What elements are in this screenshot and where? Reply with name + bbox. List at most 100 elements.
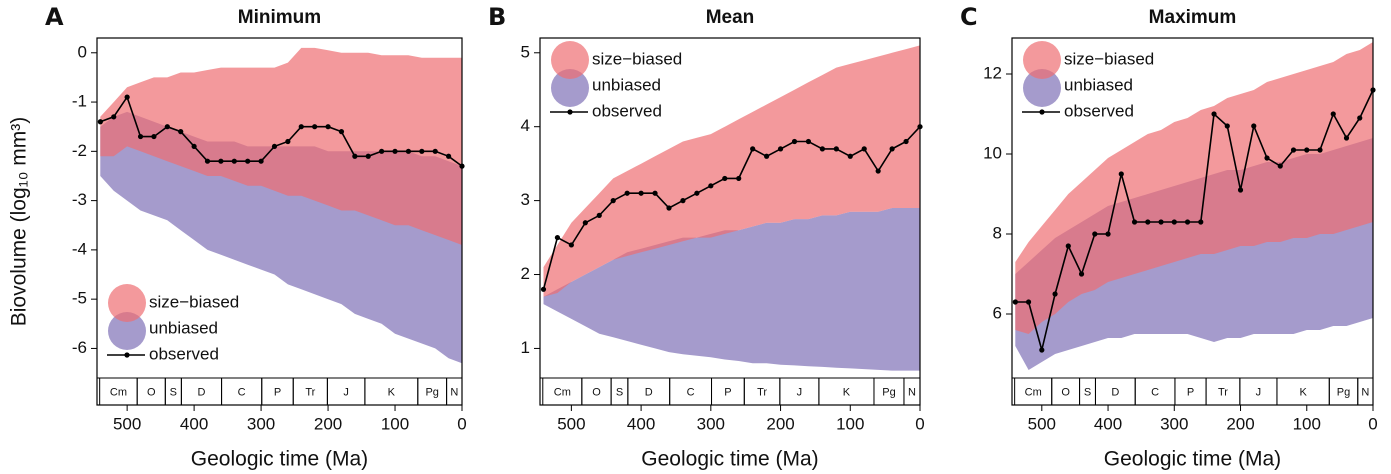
observed-point — [419, 148, 425, 154]
x-tick-label: 400 — [180, 414, 208, 433]
observed-point — [178, 129, 184, 135]
y-tick-label: 10 — [983, 143, 1002, 162]
observed-point — [1039, 347, 1045, 353]
x-tick-label: 500 — [1028, 414, 1056, 433]
observed-point — [554, 234, 561, 241]
observed-point — [875, 168, 881, 174]
observed-point — [638, 190, 644, 196]
observed-point — [258, 158, 264, 164]
x-tick-label: 100 — [381, 414, 409, 433]
y-tick-label: 2 — [521, 264, 530, 283]
observed-point — [694, 190, 700, 196]
period-label: D — [1111, 386, 1119, 398]
period-label: C — [238, 386, 246, 398]
observed-point — [1078, 271, 1085, 277]
observed-point — [218, 158, 224, 164]
observed-point — [1277, 163, 1283, 169]
observed-point — [191, 143, 197, 150]
observed-point — [540, 286, 547, 292]
observed-point — [124, 94, 130, 100]
x-tick-label: 200 — [314, 414, 342, 433]
x-tick-label: 500 — [113, 414, 141, 433]
observed-point — [231, 158, 237, 164]
observed-point — [392, 148, 398, 154]
legend-label: size−biased — [592, 49, 682, 68]
period-label: O — [1061, 386, 1070, 398]
y-tick-label: -5 — [72, 289, 87, 308]
legend-label: observed — [592, 101, 662, 120]
period-label: Tr — [757, 386, 767, 398]
period-label: D — [198, 386, 206, 398]
x-tick-label: 200 — [1226, 414, 1254, 433]
observed-point — [805, 138, 812, 145]
observed-point — [1211, 111, 1217, 117]
x-axis-label: Geologic time (Ma) — [641, 448, 818, 471]
observed-point — [111, 114, 117, 120]
observed-point — [1118, 171, 1124, 177]
period-label: C — [1151, 386, 1159, 398]
observed-point — [379, 148, 385, 154]
observed-point — [1264, 155, 1270, 161]
x-tick-label: 200 — [766, 414, 794, 433]
observed-point — [1131, 219, 1138, 225]
x-tick-label: 300 — [247, 414, 275, 433]
y-tick-label: -4 — [72, 239, 87, 258]
legend-label: size−biased — [1064, 49, 1154, 68]
period-label: J — [1256, 386, 1262, 398]
period-label: Cm — [1025, 386, 1042, 398]
period-label: S — [170, 386, 177, 398]
x-axis-label: Geologic time (Ma) — [191, 448, 368, 471]
legend-label: observed — [1064, 101, 1134, 120]
period-label: Cm — [110, 386, 127, 398]
observed-line — [1015, 89, 1374, 351]
observed-point — [271, 143, 278, 150]
legend-label: size−biased — [149, 292, 239, 311]
observed-point — [1145, 219, 1151, 225]
y-tick-label: 3 — [521, 190, 530, 209]
observed-line — [542, 126, 921, 290]
legend-label: observed — [149, 344, 219, 363]
observed-point — [764, 153, 770, 159]
observed-point — [861, 146, 867, 152]
period-label: C — [687, 386, 695, 398]
observed-point — [708, 183, 714, 189]
observed-point — [819, 146, 825, 152]
time-strip — [96, 377, 463, 406]
legend-dot — [1039, 109, 1045, 115]
observed-point — [446, 153, 452, 159]
observed-point — [298, 124, 304, 130]
observed-point — [1012, 299, 1018, 305]
observed-point — [137, 133, 144, 140]
observed-point — [432, 148, 438, 154]
observed-point — [204, 158, 211, 164]
observed-point — [847, 153, 853, 159]
period-label: J — [343, 386, 349, 398]
x-tick-label: 300 — [1160, 414, 1188, 433]
period-label: P — [1187, 386, 1194, 398]
observed-point — [1290, 147, 1297, 153]
observed-point — [1251, 123, 1257, 129]
x-tick-label: 0 — [457, 414, 466, 433]
legend-swatch — [108, 312, 146, 350]
x-axis-label: Geologic time (Ma) — [1104, 448, 1281, 471]
legend-label: unbiased — [592, 75, 661, 94]
panel: Cm O S D C P Tr J K Pg N 6 8 10 12 500 400 300 200 100 0 Geol… — [960, 3, 1378, 471]
band-area — [1015, 42, 1373, 334]
observed-point — [1198, 219, 1204, 225]
observed-point — [1158, 219, 1164, 225]
observed-point — [791, 138, 798, 145]
x-tick-label: 400 — [627, 414, 655, 433]
observed-point — [352, 153, 358, 159]
observed-point — [405, 148, 412, 154]
observed-point — [736, 175, 742, 182]
panel-letter: A — [45, 3, 64, 31]
legend-label: unbiased — [1064, 75, 1133, 94]
observed-line — [100, 95, 463, 167]
observed-point — [312, 124, 318, 130]
band-area — [543, 208, 920, 371]
y-tick-label: 1 — [521, 338, 530, 357]
observed-point — [1317, 147, 1323, 153]
period-label: J — [797, 386, 803, 398]
period-label: O — [592, 386, 601, 398]
